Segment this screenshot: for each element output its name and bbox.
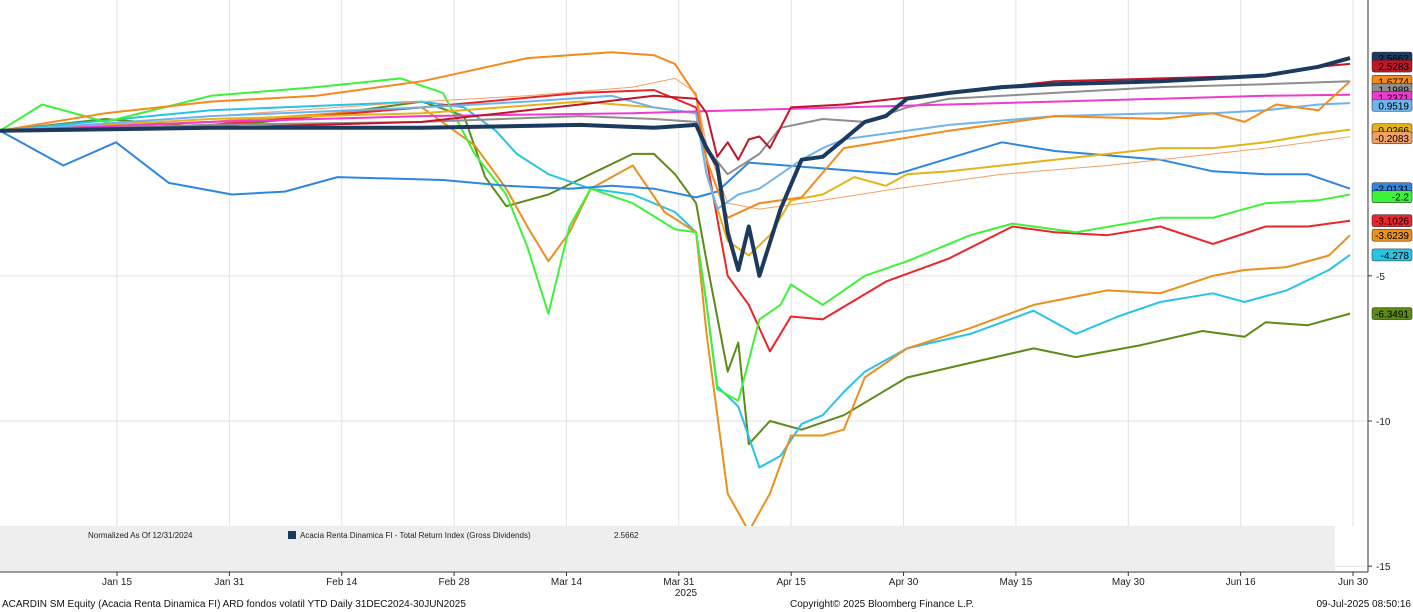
last-value-badge: -3.6239 xyxy=(1371,228,1413,242)
y-tick-label: -15 xyxy=(1376,562,1391,573)
badge-value: -4.278 xyxy=(1381,251,1410,262)
x-tick-label: Jun 16 xyxy=(1226,577,1256,588)
badge-box xyxy=(1371,59,1413,73)
badge-box xyxy=(1371,131,1413,145)
legend-normalized-label: Normalized As Of 12/31/2024 xyxy=(88,531,193,540)
badge-box xyxy=(1371,99,1413,112)
series-line xyxy=(0,106,1351,533)
year-label: 2025 xyxy=(675,588,698,599)
badge-value: 0.9519 xyxy=(1378,101,1409,112)
last-value-badge: -3.1026 xyxy=(1371,214,1413,228)
x-tick-label: Mar 31 xyxy=(663,577,695,588)
series-line xyxy=(0,94,1351,211)
legend-background xyxy=(0,526,1335,571)
x-tick-label: Mar 14 xyxy=(551,577,583,588)
badge-value: 2.5283 xyxy=(1378,62,1409,73)
badge-value: 0.0266 xyxy=(1378,126,1409,137)
plot-background xyxy=(0,0,1368,572)
badge-box xyxy=(1371,190,1413,203)
badge-box xyxy=(1371,248,1413,262)
series-line xyxy=(0,89,1351,353)
last-value-badge: -2.2 xyxy=(1371,190,1413,204)
series-line xyxy=(0,77,1351,210)
series-line xyxy=(0,51,1351,219)
badge-value: 2.5662 xyxy=(1378,54,1409,65)
x-tick-label: Jun 30 xyxy=(1338,577,1368,588)
x-tick-label: May 15 xyxy=(1000,577,1033,588)
legend-series-value: 2.5662 xyxy=(614,531,639,540)
badge-value: 1.2371 xyxy=(1378,93,1409,104)
badge-box xyxy=(1371,228,1413,242)
x-tick-label: May 30 xyxy=(1112,577,1145,588)
legend-series-label: Acacia Renta Dinamica FI - Total Return … xyxy=(300,531,531,540)
badge-value: -0.2083 xyxy=(1375,134,1409,145)
y-axis: -5 -10 -15 xyxy=(1368,272,1391,573)
legend-swatch xyxy=(288,531,296,539)
series-line xyxy=(0,62,1351,161)
footer-copyright: Copyright© 2025 Bloomberg Finance L.P. xyxy=(790,599,974,610)
badge-value: 1.1989 xyxy=(1378,85,1409,96)
badge-value: -3.6239 xyxy=(1375,231,1409,242)
y-tick-label: -5 xyxy=(1376,272,1385,283)
x-tick-label: Jan 31 xyxy=(214,577,244,588)
badge-value: -3.1026 xyxy=(1375,217,1409,228)
series-line xyxy=(0,56,1351,278)
series-line xyxy=(0,100,1351,469)
x-tick-label: Jan 15 xyxy=(102,577,132,588)
footer-timestamp: 09-Jul-2025 08:50:16 xyxy=(1316,599,1411,610)
footer-security-description: ACARDIN SM Equity (Acacia Renta Dinamica… xyxy=(2,599,466,610)
last-value-badge: -0.2083 xyxy=(1371,131,1413,145)
series-lines xyxy=(0,51,1351,533)
badge-box xyxy=(1371,214,1413,227)
badge-box xyxy=(1371,307,1413,320)
last-value-badge: 0.9519 xyxy=(1371,99,1413,112)
x-tick-label: Feb 14 xyxy=(326,577,358,588)
y-tick-label: -10 xyxy=(1376,417,1391,428)
badge-value: -2.2 xyxy=(1392,193,1410,204)
footer-bar: ACARDIN SM Equity (Acacia Renta Dinamica… xyxy=(0,598,1413,612)
badge-value: 1.6774 xyxy=(1378,77,1409,88)
last-value-badge: -6.3491 xyxy=(1371,307,1413,321)
legend-panel: Normalized As Of 12/31/2024 Acacia Renta… xyxy=(0,526,1335,571)
x-tick-label: Apr 30 xyxy=(889,577,919,588)
x-tick-label: Apr 15 xyxy=(776,577,806,588)
x-tick-label: Feb 28 xyxy=(439,577,471,588)
x-axis: Jan 15 Jan 31 Feb 14 Feb 28 Mar 14 Mar 31 Apr … xyxy=(102,572,1368,588)
badge-value: -2.0131 xyxy=(1375,185,1409,196)
series-line xyxy=(0,129,1351,199)
series-line xyxy=(0,80,1351,176)
last-value-badge: -4.278 xyxy=(1371,248,1413,262)
badge-value: -6.3491 xyxy=(1375,310,1409,321)
series-line xyxy=(0,93,1351,132)
series-line xyxy=(0,100,1351,257)
last-value-badge: 2.5283 xyxy=(1371,59,1413,73)
